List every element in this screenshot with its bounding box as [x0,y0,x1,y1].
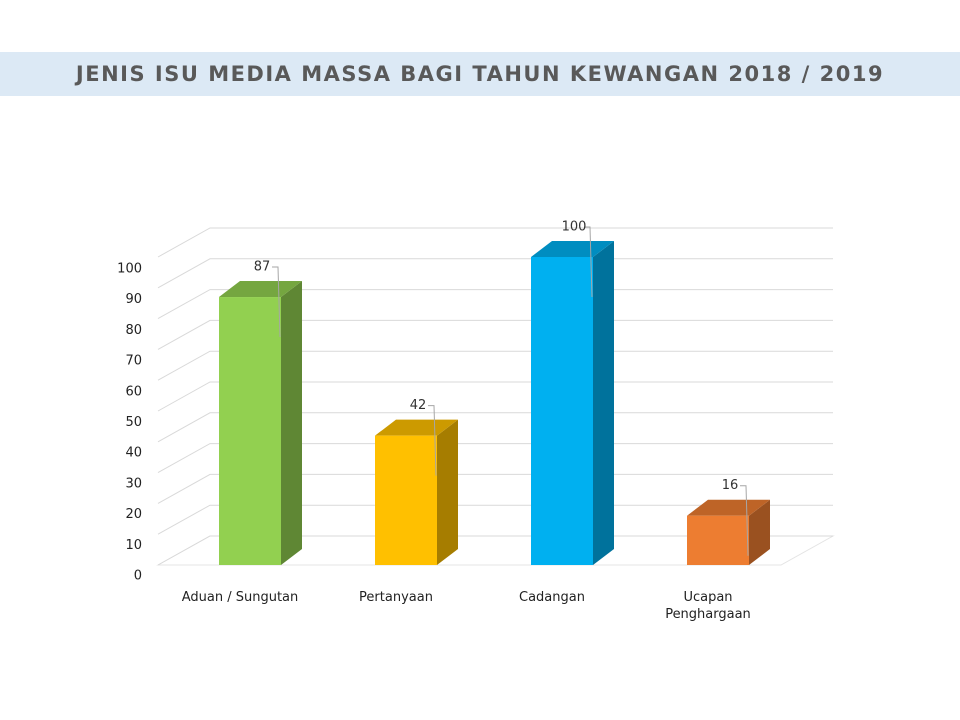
grid-line [157,473,833,504]
grid-line [157,289,833,320]
bar-side [437,419,458,565]
y-tick-label: 60 [125,384,142,399]
x-tick-label: Ucapan Penghargaan [665,590,751,622]
value-label: 100 [562,220,587,235]
grid-line [157,412,833,443]
y-tick-label: 0 [134,569,142,584]
bar-side [593,241,614,565]
bar [219,297,281,565]
bar [375,435,437,565]
bar [687,515,749,565]
bar-top [531,241,614,257]
y-tick-label: 10 [125,538,142,553]
x-tick-label: Pertanyaan [359,590,433,605]
bar-top [219,281,302,298]
title-band [0,52,960,96]
grid-line [157,227,833,258]
y-tick-label: 40 [125,446,142,461]
grid-line [157,350,833,381]
y-tick-label: 80 [125,323,142,338]
bar-top [375,419,458,436]
value-label: 42 [410,398,427,413]
x-tick-label: Cadangan [519,590,585,605]
y-tick-label: 90 [125,292,142,307]
value-label: 16 [722,478,739,493]
leader-line [584,226,593,298]
grid-line [157,258,833,289]
grid-line [157,535,833,566]
chart-title: JENIS ISU MEDIA MASSA BAGI TAHUN KEWANGA… [74,62,884,86]
bar-side [281,281,302,565]
y-tick-label: 50 [125,415,142,430]
bar-side [749,499,770,565]
leader-line [428,405,437,476]
y-tick-label: 20 [125,507,142,522]
grid-line [157,443,833,474]
y-tick-label: 30 [125,476,142,491]
grid-line [157,504,833,535]
leader-line [740,485,749,556]
value-label: 87 [254,260,271,275]
bar-top [687,499,770,516]
y-tick-label: 100 [117,262,142,277]
grid-line [157,319,833,350]
leader-line [272,266,281,338]
grid-line [157,381,833,412]
y-tick-label: 70 [125,354,142,369]
x-tick-label: Aduan / Sungutan [181,590,299,605]
bar [531,257,593,565]
